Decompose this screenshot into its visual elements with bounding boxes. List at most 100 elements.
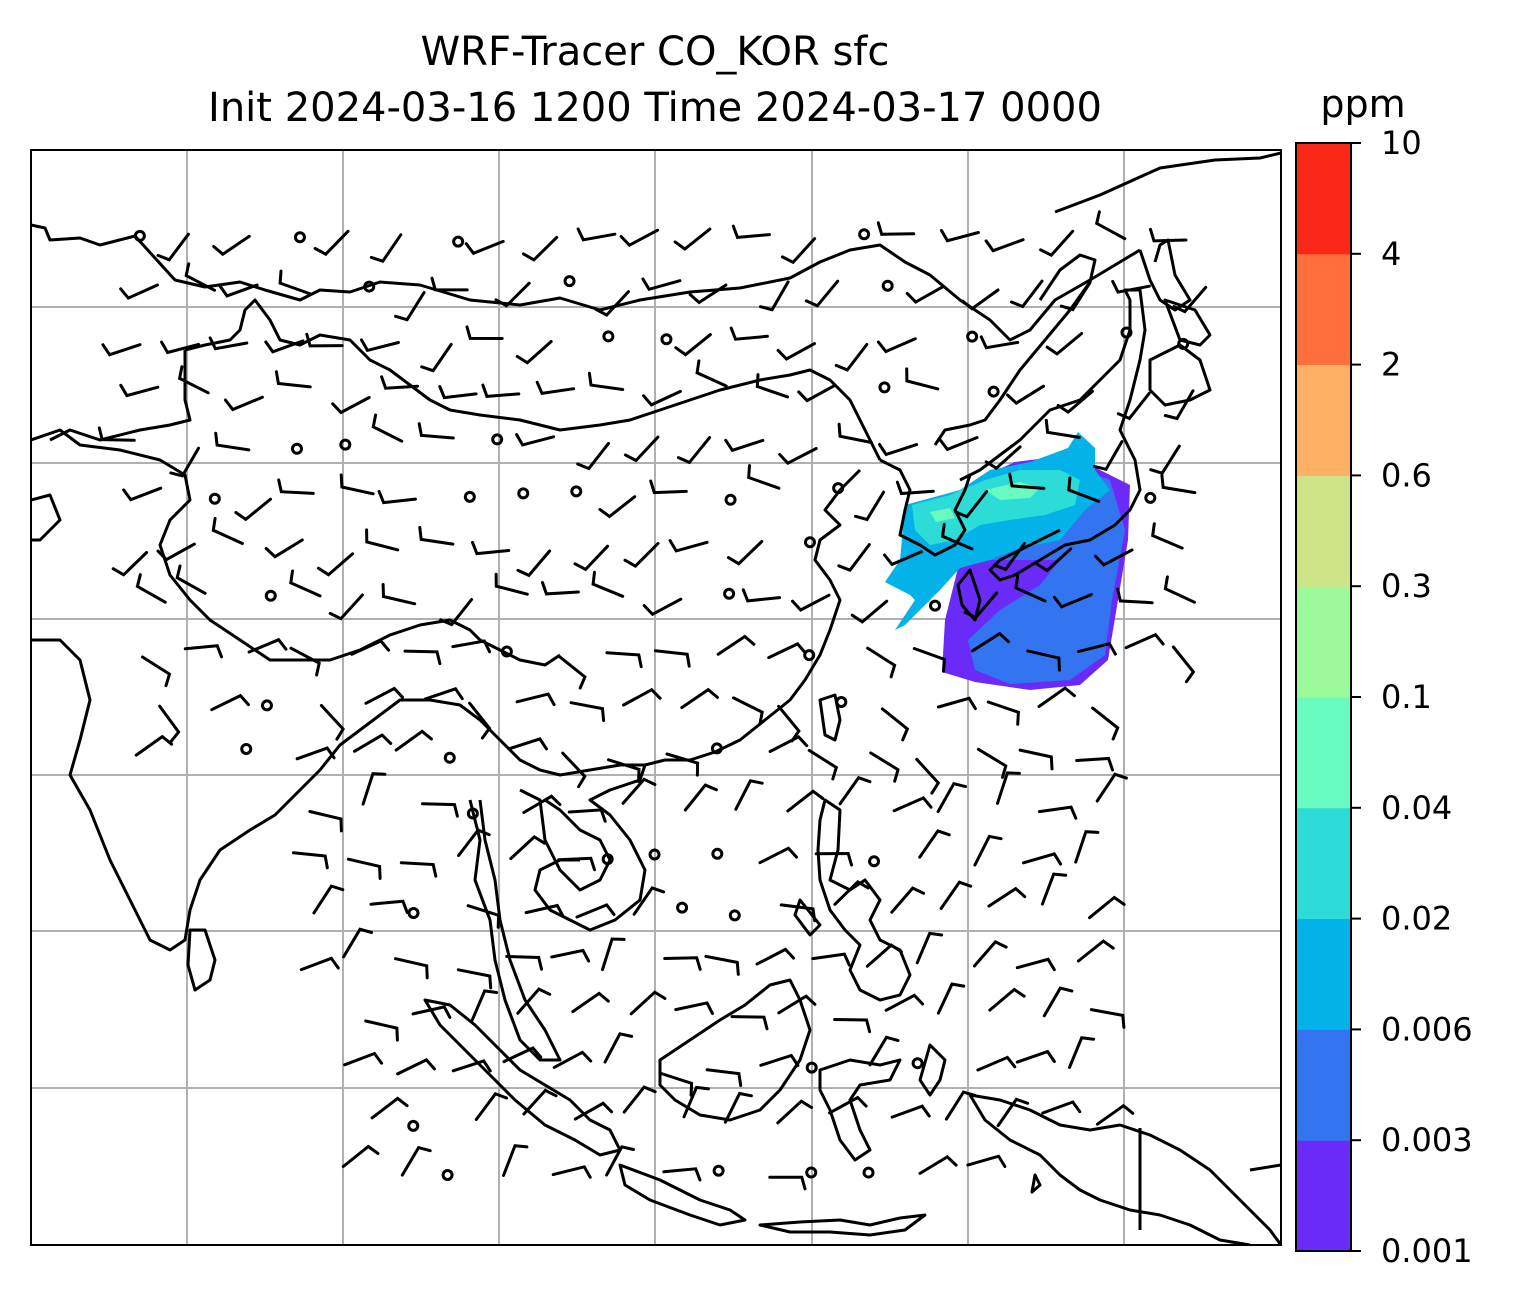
wind-barb-icon (1172, 285, 1208, 314)
wind-barb-icon (380, 375, 419, 390)
wind-barb-icon (295, 746, 336, 761)
map-frame (30, 149, 1282, 1246)
calm-wind-circle-icon (463, 490, 476, 503)
calm-wind-circle-icon (602, 330, 615, 343)
calm-wind-circle-icon (803, 536, 816, 549)
calm-wind-circle-icon (881, 279, 894, 292)
wind-barb-icon (731, 224, 771, 239)
wind-barb-icon (623, 435, 660, 463)
wind-barb-icon (1015, 1049, 1056, 1064)
wind-barb-icon (411, 1005, 452, 1019)
wind-barb-icon (551, 1165, 592, 1179)
wind-barb-icon (507, 737, 548, 751)
wind-barb-icon (723, 1091, 753, 1124)
wind-barb-icon (649, 479, 688, 495)
wind-barb-icon (214, 431, 251, 452)
wind-barb-icon (420, 342, 453, 373)
wind-barb-icon (734, 779, 764, 811)
wind-barb-icon (1163, 575, 1196, 604)
wind-barb-icon (1015, 957, 1056, 972)
calm-wind-circle-icon (208, 492, 221, 505)
calm-wind-circle-icon (805, 1061, 818, 1074)
wind-barb-icon (972, 940, 1008, 968)
wind-barb-icon (759, 1053, 800, 1067)
wind-barb-icon (755, 947, 796, 966)
colorbar-band (1296, 807, 1351, 920)
wind-barb-icon (905, 284, 946, 304)
wind-barb-icon (936, 781, 967, 814)
wind-barb-icon (598, 495, 637, 519)
wind-barb-icon (1149, 444, 1181, 475)
wind-barb-icon (594, 290, 630, 317)
calm-wind-circle-icon (676, 901, 689, 914)
calm-wind-circle-icon (466, 807, 479, 820)
wind-barb-icon (399, 861, 438, 878)
calm-wind-circle-icon (648, 848, 661, 861)
wind-barb-icon (854, 490, 886, 522)
wind-barb-icon (1052, 593, 1093, 609)
wind-barb-icon (456, 968, 493, 990)
wind-barb-icon (622, 1085, 657, 1114)
calm-wind-circle-icon (1120, 326, 1133, 339)
wind-barb-icon (747, 464, 781, 490)
wind-barb-icon (1171, 645, 1196, 684)
wind-barb-icon (768, 1175, 807, 1191)
wind-barb-icon (632, 886, 666, 916)
wind-barb-icon (101, 343, 142, 357)
wind-barb-icon (838, 775, 872, 806)
wind-barb-icon (576, 227, 617, 242)
wind-barb-icon (629, 990, 667, 1016)
calm-wind-circle-icon (363, 280, 376, 293)
wind-barb-icon (767, 642, 807, 660)
wind-barb-icon (828, 1095, 868, 1115)
colorbar-band (1296, 697, 1351, 809)
wind-barb-icon (641, 277, 682, 292)
wind-barb-icon (850, 599, 889, 624)
wind-barb-icon (465, 325, 504, 340)
wind-barb-icon (438, 385, 478, 400)
wind-barb-icon (134, 734, 174, 757)
wind-barb-icon (619, 228, 660, 248)
wind-barb-icon (156, 232, 190, 262)
wind-barb-icon (992, 542, 1026, 572)
wind-barb-icon (944, 1090, 977, 1121)
wind-barb-icon (797, 383, 837, 403)
wind-barb-icon (695, 359, 728, 388)
wind-barb-icon (1037, 805, 1078, 820)
wind-barb-icon (966, 1154, 1007, 1168)
wind-barb-icon (175, 564, 207, 595)
coastline-java (618, 1163, 747, 1227)
wind-barb-icon (394, 957, 429, 980)
wind-barb-icon (915, 757, 941, 795)
wind-barb-icon (587, 371, 625, 391)
wind-barb-icon (936, 696, 977, 711)
wind-barb-icon (505, 954, 543, 971)
wind-barb-icon (317, 552, 355, 577)
calm-wind-circle-icon (710, 742, 723, 755)
wind-barb-icon (474, 1091, 509, 1121)
wind-barb-icon (623, 542, 660, 568)
calm-wind-circle-icon (878, 381, 891, 394)
wind-barb-icon (662, 1167, 702, 1182)
wind-barb-icon (1040, 872, 1068, 906)
calm-wind-circle-icon (911, 1057, 924, 1070)
coastline-new-guinea (969, 1093, 1281, 1245)
wind-barb-icon (1074, 830, 1100, 864)
wind-barb-icon (938, 436, 979, 452)
wind-barb-icon (676, 436, 712, 465)
wind-barb-icon (918, 829, 951, 859)
wind-barb-icon (313, 229, 350, 257)
wind-barb-icon (289, 569, 322, 598)
colorbar-tick-label: 2 (1381, 346, 1401, 384)
calm-wind-circle-icon (868, 855, 881, 868)
colorbar-band (1296, 1029, 1351, 1141)
wind-barb-icon (868, 1035, 900, 1067)
wind-barb-icon (884, 993, 925, 1012)
wind-barb-icon (622, 687, 662, 707)
wind-barb-icon (778, 447, 818, 466)
wind-barb-icon (601, 937, 626, 972)
calm-wind-circle-icon (452, 235, 465, 248)
wind-barb-icon (1088, 895, 1126, 920)
wind-barb-icon (659, 1072, 694, 1097)
wind-barb-icon (779, 903, 817, 923)
